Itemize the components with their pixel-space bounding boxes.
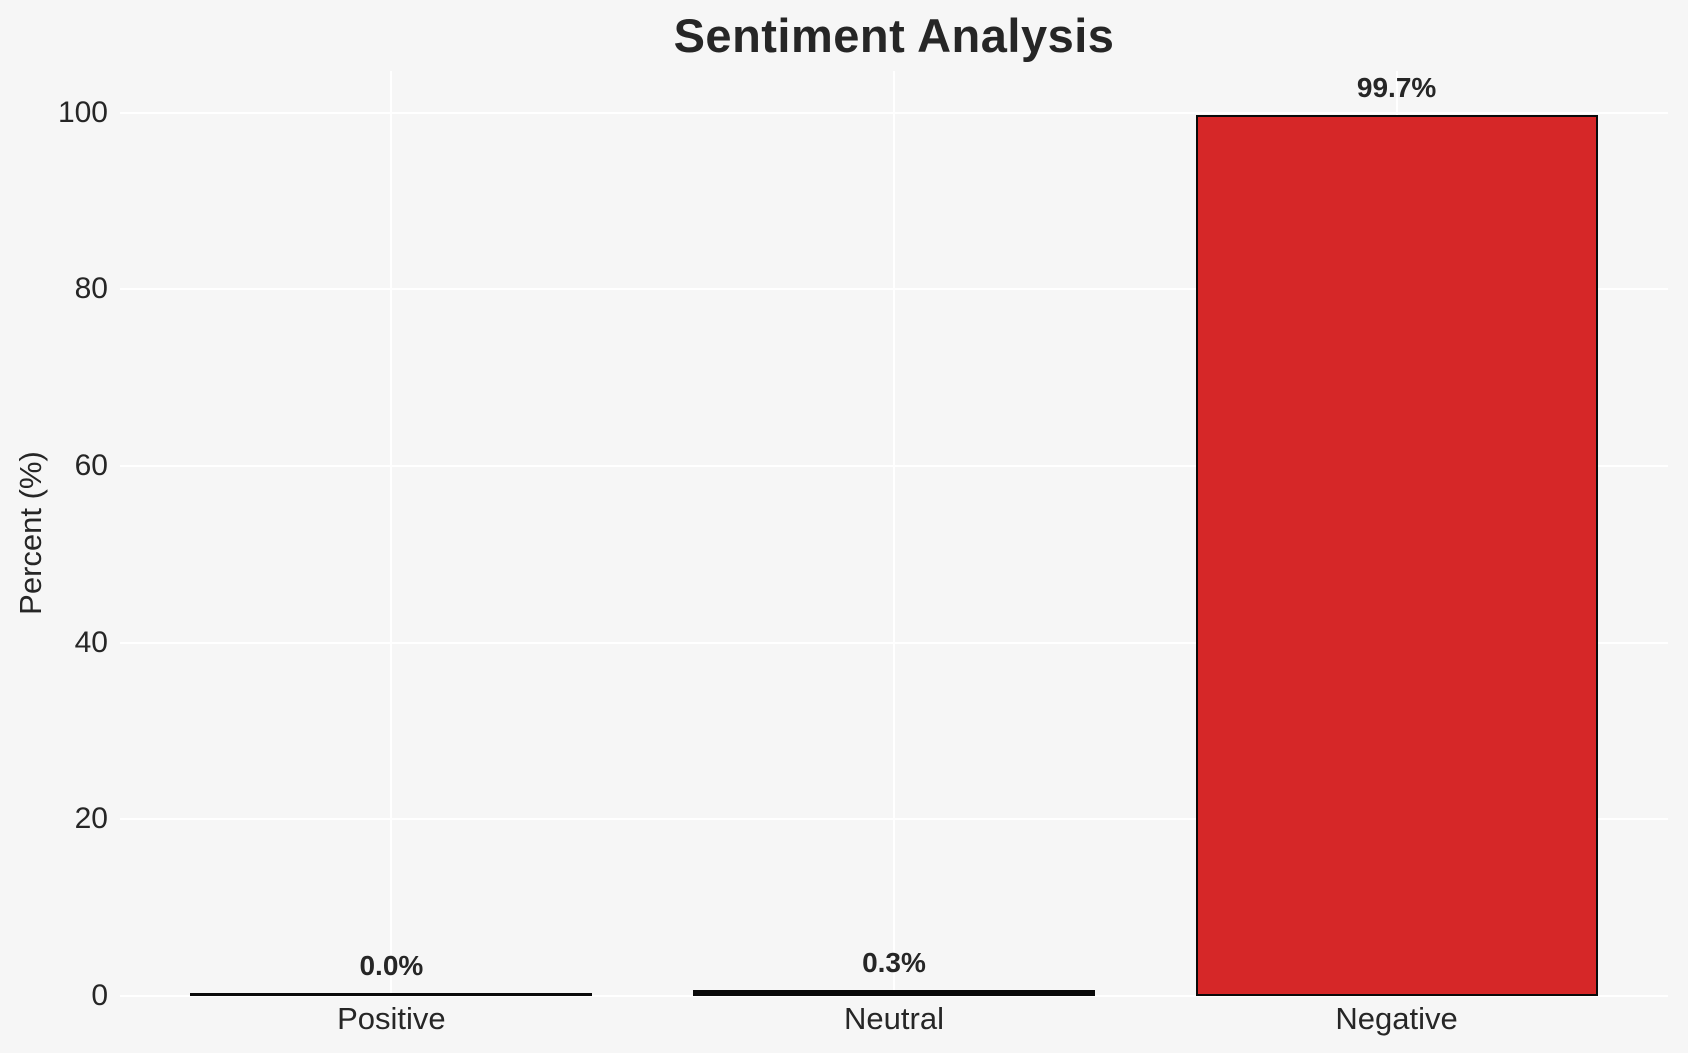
y-tick-label: 20 xyxy=(74,802,108,836)
bar-neutral xyxy=(692,989,1096,996)
y-tick-label: 100 xyxy=(57,95,108,129)
y-tick-label: 60 xyxy=(74,448,108,482)
x-tick-label-positive: Positive xyxy=(337,1001,446,1036)
y-tick-label: 40 xyxy=(74,625,108,659)
chart-title: Sentiment Analysis xyxy=(673,9,1115,62)
y-tick-label: 80 xyxy=(74,272,108,306)
bar-value-label: 0.0% xyxy=(359,949,424,981)
vertical-gridline xyxy=(893,71,895,996)
y-tick-label: 0 xyxy=(91,979,108,1012)
vertical-gridline xyxy=(390,71,393,996)
x-tick-label-neutral: Neutral xyxy=(844,1001,944,1036)
x-tick-label-negative: Negative xyxy=(1335,1001,1458,1036)
bar-negative xyxy=(1195,115,1598,996)
bar-positive xyxy=(190,992,593,996)
bar-value-label: 99.7% xyxy=(1356,72,1437,104)
horizontal-gridline xyxy=(120,995,1668,997)
plot-area: 0.0% 0.3% 99.7% xyxy=(120,71,1668,997)
bar-value-label: 0.3% xyxy=(862,946,926,978)
